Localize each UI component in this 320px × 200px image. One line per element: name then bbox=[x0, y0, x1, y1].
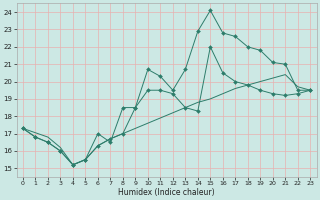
X-axis label: Humidex (Indice chaleur): Humidex (Indice chaleur) bbox=[118, 188, 215, 197]
